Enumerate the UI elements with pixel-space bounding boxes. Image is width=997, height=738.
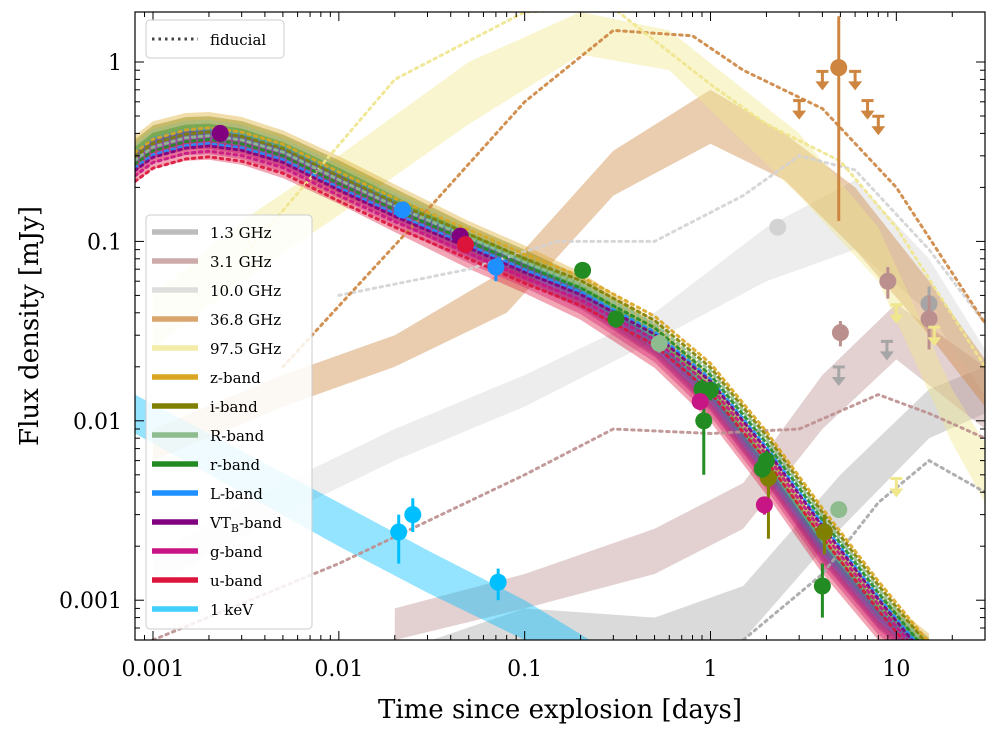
g-band-data-point-1: [755, 496, 773, 514]
g-band-data-point-0: [691, 393, 709, 411]
97-5-ghz-upper-limit-2: [889, 477, 904, 498]
36-8-ghz-upper-limit-4: [860, 99, 875, 120]
r-band-data-point-6: [753, 460, 771, 478]
r-band-data-point-1: [830, 501, 848, 519]
legend-label-10-0-ghz: 10.0 GHz: [210, 282, 281, 300]
36-8-ghz-data-point-0: [830, 59, 848, 77]
fiducial-legend-label: fiducial: [210, 31, 266, 49]
y-tick-label: 1: [108, 51, 122, 76]
r-band-data-point-4: [695, 412, 713, 430]
1-3-ghz-upper-limit-1: [831, 365, 846, 387]
x-tick-label: 0.01: [314, 657, 363, 682]
36-8-ghz-upper-limit-3: [848, 69, 863, 91]
legend-label-i-band: i-band: [210, 398, 258, 416]
97-5-ghz-fiducial-curve: [240, 12, 985, 369]
l-band-data-point-1: [487, 258, 505, 276]
y-tick-label: 0.001: [59, 589, 122, 614]
axis-ticks: 0.001 0.01 0.1 1 10 0.001 0.01 0.1 1: [59, 12, 986, 682]
y-axis-title: Flux density [mJy]: [15, 206, 45, 446]
x-tick-label: 0.001: [122, 657, 185, 682]
x-tick-label: 0.1: [507, 657, 542, 682]
97-5-ghz-upper-limit-1: [927, 325, 942, 347]
observed-data-points: [211, 16, 942, 618]
i-band-data-point-1: [815, 523, 833, 541]
i-band-fiducial-curve: [135, 130, 926, 640]
plot-frame: [134, 11, 986, 641]
z-band-fiducial-curve: [135, 126, 929, 640]
series-legend: 1.3 GHz 3.1 GHz 10.0 GHz 36.8 GHz 97.5 GHz z-…: [145, 214, 313, 630]
36-8-ghz-upper-limit-5: [871, 114, 886, 136]
legend-label-z-band: z-band: [210, 369, 261, 387]
legend-label-3-1-ghz: 3.1 GHz: [210, 253, 272, 271]
10-0-ghz-data-point-0: [769, 218, 787, 236]
x-tick-label: 10: [882, 657, 910, 682]
legend-label-r-band: R-band: [210, 427, 265, 445]
g-band-fiducial-curve: [135, 149, 910, 640]
97-5-ghz-upper-limit-0: [889, 303, 904, 324]
legend-label-vt-b-band: VTB-band: [209, 514, 282, 535]
legend-label-1-kev: 1 keV: [210, 601, 254, 619]
u-band-data-point-0: [456, 236, 474, 254]
36-8-ghz-upper-limit-1: [792, 99, 807, 120]
fiducial-legend-frame: [145, 19, 285, 59]
y-tick-label: 0.1: [87, 230, 122, 255]
series-legend-frame: [145, 214, 313, 630]
legend-label-l-band: L-band: [210, 485, 263, 503]
fiducial-legend: fiducial: [145, 19, 285, 59]
r-band-data-point-0: [574, 261, 592, 279]
97-5-ghz-model-band: [153, 12, 985, 503]
r-band-data-point-3: [702, 381, 720, 399]
10-0-ghz-model-band: [153, 180, 985, 586]
1-kev-data-point-2: [489, 573, 507, 591]
l-band-data-point-0: [393, 201, 411, 219]
legend-label-g-band: g-band: [210, 543, 263, 561]
x-axis-title: Time since explosion [days]: [378, 695, 742, 725]
legend-label-1-3-ghz: 1.3 GHz: [210, 224, 272, 242]
1-kev-data-point-1: [404, 506, 422, 524]
legend-label-r-band: r-band: [210, 456, 260, 474]
y-tick-label: 0.01: [73, 410, 122, 435]
r-band-data-point-1: [607, 310, 625, 328]
1-3-ghz-upper-limit-2: [879, 339, 894, 361]
x-tick-label: 1: [704, 657, 718, 682]
3-1-ghz-data-point-1: [831, 324, 849, 342]
1-3-ghz-model-band: [431, 366, 985, 640]
vt-b-band-data-point-0: [211, 124, 229, 142]
36-8-ghz-fiducial-curve: [281, 28, 985, 369]
u-band-fiducial-curve: [135, 155, 905, 640]
r-band-data-point-7: [813, 577, 831, 595]
1-kev-data-point-0: [390, 523, 408, 541]
legend-label-97-5-ghz: 97.5 GHz: [210, 340, 281, 358]
3-1-ghz-data-point-2: [920, 310, 938, 328]
36-8-ghz-model-band: [153, 89, 985, 461]
1-3-ghz-fiducial-curve: [739, 458, 985, 640]
3-1-ghz-model-band: [394, 303, 985, 640]
36-8-ghz-upper-limit-2: [815, 69, 830, 91]
r-band-data-point-0: [650, 334, 668, 352]
3-1-ghz-data-point-0: [879, 272, 897, 290]
legend-label-36-8-ghz: 36.8 GHz: [210, 311, 281, 329]
legend-label-u-band: u-band: [210, 572, 263, 590]
